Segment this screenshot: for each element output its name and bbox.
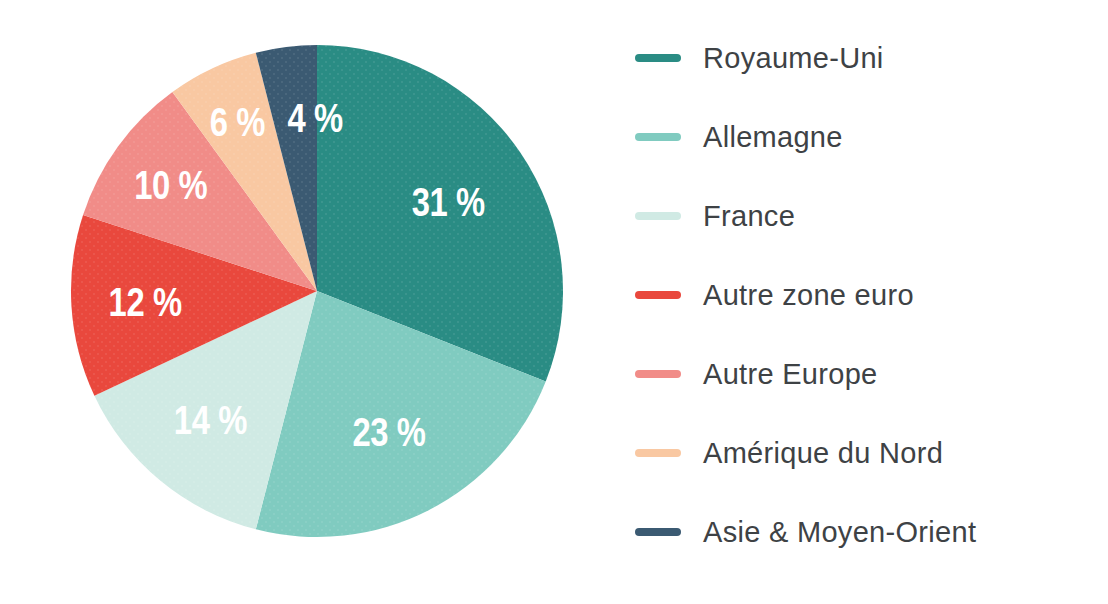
legend-item-amerique-du-nord: Amérique du Nord [635, 435, 976, 471]
legend-swatch-allemagne [635, 133, 681, 141]
pie-value-label-asie-moyen-orient: 4 % [287, 96, 342, 141]
legend-item-label: Royaume-Uni [703, 42, 884, 75]
pie-value-label-amerique-du-nord: 6 % [210, 100, 265, 145]
pie-value-label-france: 14 % [174, 398, 247, 443]
pie-chart-figure: 31 % 23 % 14 % 12 % 10 %6 % 4 % Royaume-Uni Al… [0, 0, 1108, 604]
legend-item-label: Autre zone euro [703, 279, 914, 312]
legend-item-label: Autre Europe [703, 358, 878, 391]
pie-chart: 31 % 23 % 14 % 12 % 10 %6 % 4 % [0, 0, 640, 604]
legend-item-label: Amérique du Nord [703, 437, 943, 470]
legend-swatch-asie-moyen-orient [635, 528, 681, 536]
legend-item-label: Allemagne [703, 121, 843, 154]
legend: Royaume-Uni Allemagne France Autre zone eur… [635, 40, 976, 593]
pie-value-label-allemagne: 23 % [352, 410, 425, 455]
legend-item-autre-europe: Autre Europe [635, 356, 976, 392]
pie-value-label-autre-europe: 10 % [134, 163, 207, 208]
legend-swatch-france [635, 212, 681, 220]
legend-swatch-autre-zone-euro [635, 291, 681, 299]
legend-item-label: France [703, 200, 795, 233]
legend-swatch-autre-europe [635, 370, 681, 378]
pie-value-label-royaume-uni: 31 % [412, 180, 485, 225]
legend-item-autre-zone-euro: Autre zone euro [635, 277, 976, 313]
legend-item-asie-moyen-orient: Asie & Moyen-Orient [635, 514, 976, 550]
legend-item-france: France [635, 198, 976, 234]
legend-item-allemagne: Allemagne [635, 119, 976, 155]
legend-swatch-amerique-du-nord [635, 449, 681, 457]
legend-item-label: Asie & Moyen-Orient [703, 516, 976, 549]
legend-swatch-royaume-uni [635, 54, 681, 62]
legend-item-royaume-uni: Royaume-Uni [635, 40, 976, 76]
pie-value-label-autre-zone-euro: 12 % [109, 280, 182, 325]
